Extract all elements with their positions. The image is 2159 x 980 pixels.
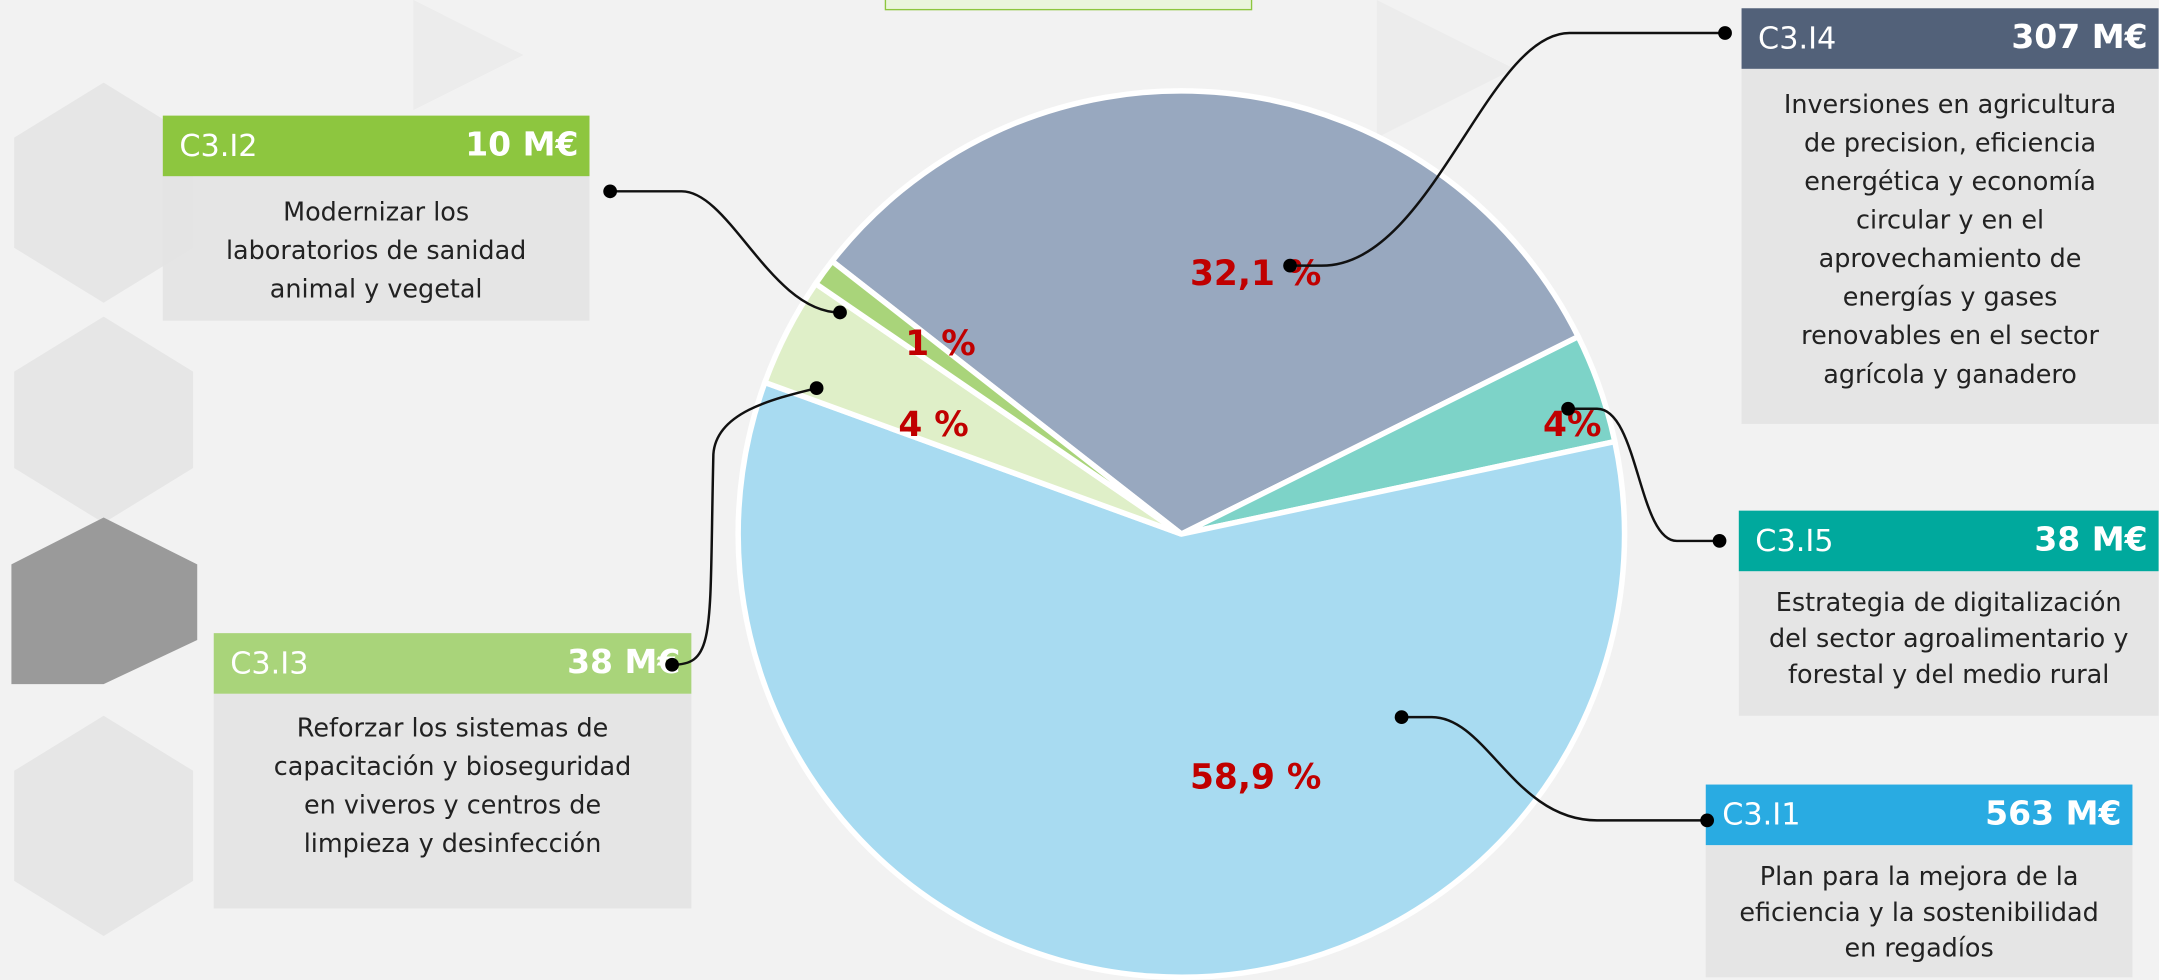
box-description: en viveros y centros de xyxy=(304,791,601,821)
pct-label: 58,9 % xyxy=(1190,758,1321,798)
top-box xyxy=(885,0,1251,10)
page: {"chart_data": {"type": "pie", "values":… xyxy=(0,0,2159,980)
box-amount: 307 M€ xyxy=(2011,17,2147,56)
box-description: energética y economía xyxy=(1804,167,2096,197)
pct-label: 4 % xyxy=(898,405,968,445)
box-code: C3.I3 xyxy=(230,646,308,681)
box-description: agrícola y ganadero xyxy=(1823,360,2077,390)
box-description: limpieza y desinfección xyxy=(304,829,602,859)
box-description: circular y en el xyxy=(1856,206,2044,236)
box-description: animal y vegetal xyxy=(270,274,483,304)
box-code: C3.I4 xyxy=(1758,21,1836,56)
infographic: 32,1 %4%58,9 %4 %1 % C3.I4307 M€Inversio… xyxy=(0,0,2159,980)
box-description: en regadíos xyxy=(1844,934,1993,964)
box-description: forestal y del medio rural xyxy=(1788,660,2109,690)
box-description: del sector agroalimentario y xyxy=(1769,624,2128,654)
box-description: aprovechamiento de xyxy=(1819,244,2082,274)
box-amount: 38 M€ xyxy=(2034,519,2147,558)
photo-hexagon xyxy=(11,518,197,685)
box-code: C3.I1 xyxy=(1722,798,1800,833)
pct-label: 32,1 % xyxy=(1190,254,1321,294)
box-amount: 563 M€ xyxy=(1985,793,2121,832)
box-code: C3.I5 xyxy=(1755,524,1833,559)
box-description: Plan para la mejora de la xyxy=(1760,862,2079,892)
box-description: Modernizar los xyxy=(283,197,469,227)
box-amount: 10 M€ xyxy=(465,124,578,163)
pct-label: 1 % xyxy=(905,324,975,364)
box-description: laboratorios de sanidad xyxy=(226,236,526,266)
box-description: capacitación y bioseguridad xyxy=(274,752,631,782)
box-code: C3.I2 xyxy=(179,129,257,164)
box-description: Estrategia de digitalización xyxy=(1776,588,2122,618)
box-description: Reforzar los sistemas de xyxy=(297,713,609,743)
box-amount: 38 M€ xyxy=(567,642,680,681)
pie: 32,1 %4%58,9 %4 %1 % xyxy=(738,91,1624,977)
box-description: eficiencia y la sostenibilidad xyxy=(1739,898,2098,928)
box-description: renovables en el sector xyxy=(1801,321,2099,351)
box-description: de precision, eficiencia xyxy=(1804,129,2096,159)
box-description: energías y gases xyxy=(1843,283,2058,313)
box-description: Inversiones en agricultura xyxy=(1784,90,2116,120)
